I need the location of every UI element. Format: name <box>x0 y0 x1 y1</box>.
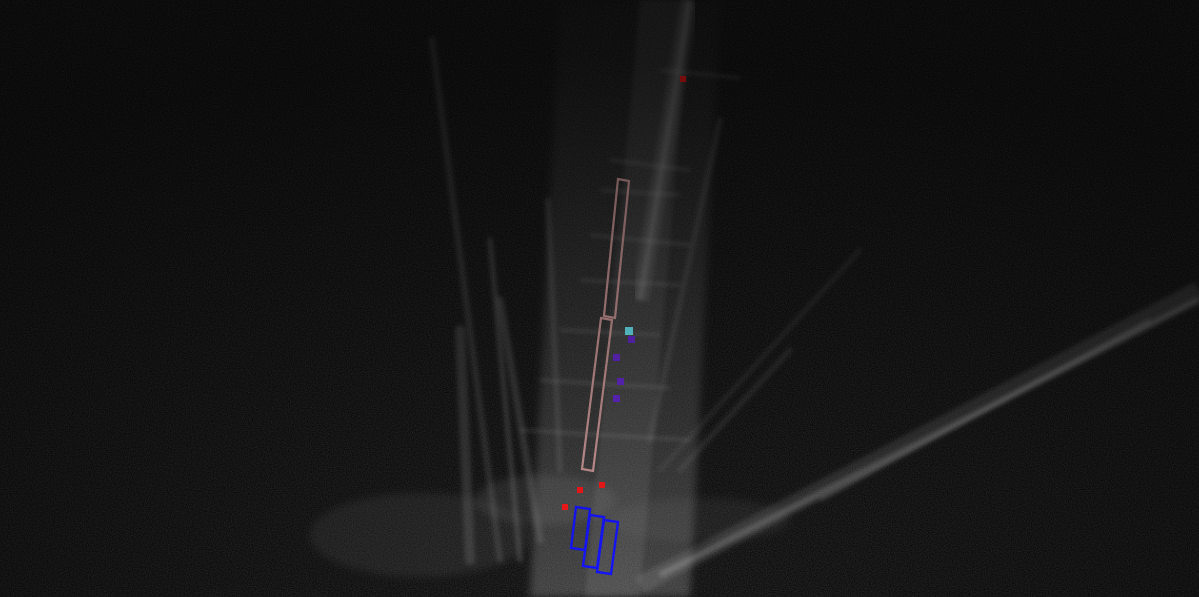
radar-vignette <box>0 0 1199 597</box>
radar-canvas <box>0 0 1199 597</box>
radar-bev-view <box>0 0 1199 597</box>
